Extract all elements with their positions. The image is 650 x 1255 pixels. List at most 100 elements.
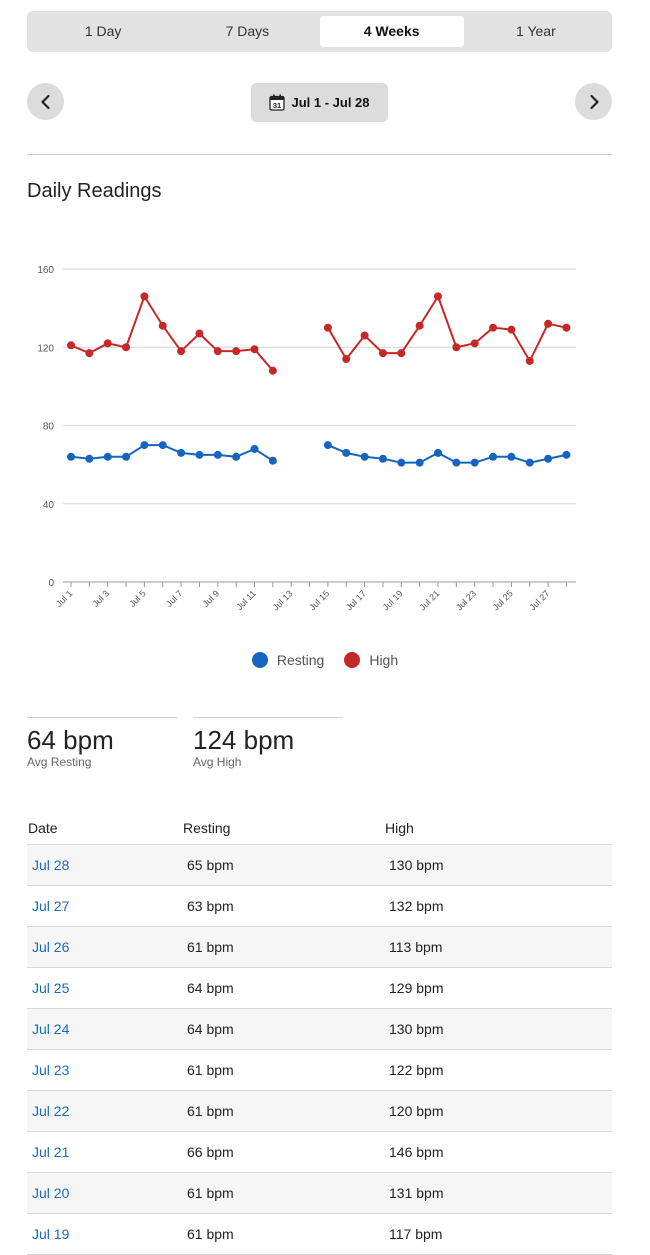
- calendar-icon: 31: [269, 94, 286, 111]
- row-date-link[interactable]: Jul 25: [32, 980, 70, 996]
- data-point-high: [397, 349, 406, 358]
- data-point-resting: [103, 452, 112, 461]
- data-point-resting: [489, 452, 498, 461]
- series-line-high: [70, 294, 274, 372]
- x-tick-label: Jul 15: [307, 588, 331, 612]
- data-point-resting: [525, 458, 534, 467]
- date-range-label: Jul 1 - Jul 28: [291, 95, 370, 110]
- data-point-resting: [232, 452, 241, 461]
- x-tick-label: Jul 1: [54, 588, 75, 609]
- row-date-link[interactable]: Jul 28: [32, 857, 70, 873]
- data-point-high: [507, 325, 516, 334]
- previous-period-button[interactable]: [27, 83, 64, 120]
- data-point-high: [268, 366, 277, 375]
- data-point-resting: [140, 441, 149, 450]
- date-range-button[interactable]: 31 Jul 1 - Jul 28: [251, 83, 388, 122]
- tab-1-year[interactable]: 1 Year: [516, 23, 556, 39]
- row-resting: 61 bpm: [187, 1185, 234, 1201]
- data-point-high: [470, 339, 479, 348]
- chevron-right-icon: [589, 94, 599, 109]
- tab-4-weeks[interactable]: 4 Weeks: [319, 16, 464, 47]
- y-tick-label: 120: [37, 343, 54, 354]
- row-resting: 64 bpm: [187, 980, 234, 996]
- stat-label: Avg High: [193, 755, 242, 769]
- data-point-resting: [562, 450, 571, 459]
- table-row: Jul 27 63 bpm 132 bpm: [27, 886, 612, 927]
- x-tick-label: Jul 19: [381, 588, 405, 612]
- table-row: Jul 21 66 bpm 146 bpm: [27, 1132, 612, 1173]
- x-tick-label: Jul 9: [201, 588, 222, 609]
- row-date-link[interactable]: Jul 20: [32, 1185, 70, 1201]
- x-tick-label: Jul 7: [164, 588, 185, 609]
- y-tick-label: 80: [43, 422, 55, 433]
- data-point-high: [195, 329, 204, 338]
- data-point-high: [452, 343, 461, 352]
- data-point-high: [85, 349, 94, 358]
- data-point-resting: [213, 450, 222, 459]
- data-point-resting: [342, 448, 351, 457]
- row-resting: 66 bpm: [187, 1144, 234, 1160]
- data-point-high: [232, 347, 241, 356]
- tab-1-day[interactable]: 1 Day: [84, 23, 122, 39]
- legend-item-resting[interactable]: Resting: [251, 652, 324, 668]
- data-point-resting: [195, 450, 204, 459]
- row-resting: 63 bpm: [187, 898, 234, 914]
- data-point-resting: [470, 458, 479, 467]
- legend-dot-resting: [251, 652, 268, 668]
- x-tick-label: Jul 25: [491, 588, 515, 612]
- row-high: 129 bpm: [389, 980, 444, 996]
- y-tick-label: 0: [48, 578, 54, 589]
- row-date-link[interactable]: Jul 22: [32, 1103, 70, 1119]
- data-point-high: [140, 292, 149, 301]
- legend-label-high: High: [369, 652, 399, 668]
- data-point-high: [213, 347, 222, 356]
- row-date-link[interactable]: Jul 23: [32, 1062, 70, 1078]
- chevron-left-icon: [40, 94, 50, 109]
- row-date-link[interactable]: Jul 27: [32, 898, 70, 914]
- y-tick-label: 160: [37, 265, 54, 276]
- row-high: 113 bpm: [389, 939, 443, 955]
- legend-item-high[interactable]: High: [344, 652, 398, 668]
- section-title: Daily Readings: [27, 180, 162, 202]
- table-row: Jul 28 65 bpm 130 bpm: [27, 845, 612, 886]
- stat-value: 64 bpm: [27, 725, 114, 755]
- table-row: Jul 19 61 bpm 117 bpm: [27, 1214, 612, 1255]
- data-point-resting: [158, 441, 167, 450]
- x-tick-label: Jul 3: [91, 588, 112, 609]
- data-point-high: [489, 323, 498, 332]
- row-date-link[interactable]: Jul 26: [32, 939, 70, 955]
- data-point-resting: [177, 448, 186, 457]
- table-row: Jul 26 61 bpm 113 bpm: [27, 927, 612, 968]
- stat-avg-high: 124 bpm Avg High: [193, 717, 343, 769]
- data-point-resting: [67, 452, 75, 461]
- data-point-resting: [360, 452, 369, 461]
- data-point-high: [544, 319, 553, 328]
- data-point-high: [415, 321, 424, 330]
- x-tick-label: Jul 13: [271, 588, 295, 612]
- x-tick-label: Jul 17: [344, 588, 368, 612]
- table-row: Jul 23 61 bpm 122 bpm: [27, 1050, 612, 1091]
- data-point-resting: [85, 454, 94, 463]
- data-point-high: [122, 343, 131, 352]
- table-header: Date Resting High: [27, 812, 612, 845]
- series-line-high: [327, 294, 567, 364]
- row-high: 132 bpm: [389, 898, 444, 914]
- tab-7-days[interactable]: 7 Days: [225, 23, 270, 39]
- data-point-resting: [323, 441, 332, 450]
- data-point-high: [158, 321, 167, 330]
- header-resting: Resting: [183, 820, 231, 836]
- row-date-link[interactable]: Jul 21: [32, 1144, 70, 1160]
- row-date-link[interactable]: Jul 19: [32, 1226, 70, 1242]
- table-row: Jul 24 64 bpm 130 bpm: [27, 1009, 612, 1050]
- stat-value: 124 bpm: [193, 725, 295, 755]
- next-period-button[interactable]: [575, 83, 612, 120]
- calendar-day: 31: [273, 101, 281, 110]
- row-date-link[interactable]: Jul 24: [32, 1021, 70, 1037]
- series-line-resting: [70, 444, 274, 462]
- row-resting: 61 bpm: [187, 939, 234, 955]
- data-point-high: [342, 354, 351, 363]
- data-point-resting: [544, 454, 553, 463]
- data-point-high: [525, 356, 534, 365]
- data-point-high: [103, 339, 112, 348]
- table-row: Jul 25 64 bpm 129 bpm: [27, 968, 612, 1009]
